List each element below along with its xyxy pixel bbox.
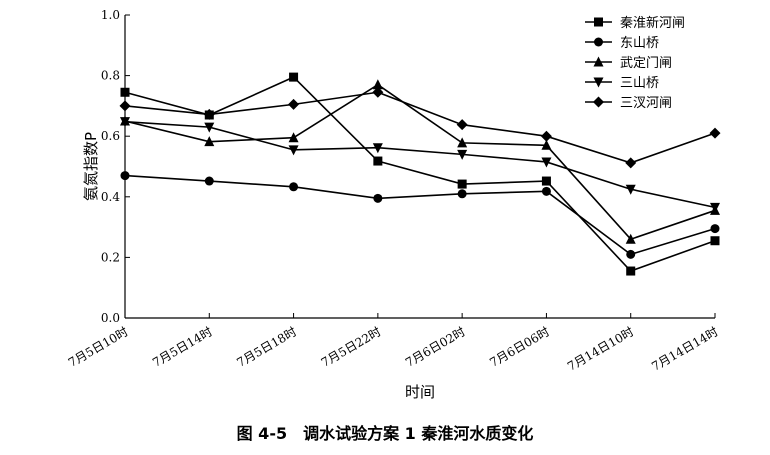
y-tick-label: 0.0 (101, 311, 120, 325)
y-axis-title: 氨氮指数P (82, 132, 100, 201)
data-point (457, 149, 468, 160)
line-chart: 0.0 0.2 0.4 0.6 0.8 1.0 7月5日10时 7月5日14时 7月5日18时 7… (66, 8, 721, 401)
data-point (289, 72, 299, 82)
legend-label: 武定门闸 (620, 56, 672, 71)
data-point (204, 176, 214, 186)
series-5 (119, 86, 721, 169)
legend-label: 三山桥 (620, 76, 659, 91)
data-point (540, 130, 552, 142)
data-point (457, 179, 467, 189)
y-tick-label: 0.4 (101, 190, 120, 204)
data-point (373, 156, 383, 166)
data-point (625, 233, 636, 244)
data-point (457, 189, 467, 199)
data-point (457, 137, 468, 148)
series-line (124, 76, 716, 272)
data-point (204, 136, 215, 147)
legend-marker (593, 77, 604, 88)
data-point (372, 86, 384, 98)
data-point (541, 186, 551, 196)
figure-caption: 图 4-5 调水试验方案 1 秦淮河水质变化 (236, 424, 534, 443)
data-point (120, 87, 130, 97)
data-point (541, 157, 552, 168)
y-tick-label: 0.6 (101, 129, 120, 143)
data-point (289, 182, 299, 192)
x-axis-title: 时间 (405, 383, 435, 401)
series-line (124, 174, 716, 256)
data-point (541, 176, 551, 186)
x-tick-label: 7月6日02时 (403, 324, 468, 369)
series-line (124, 83, 716, 241)
data-point (626, 249, 636, 259)
x-tick-label: 7月6日06时 (487, 324, 552, 369)
legend-entry: 三汊河闸 (585, 96, 672, 111)
data-point (541, 139, 552, 150)
data-point (456, 119, 468, 131)
x-tick-label: 7月5日22时 (319, 324, 384, 369)
data-point (288, 145, 299, 156)
legend-marker (594, 37, 603, 47)
legend-marker (593, 56, 604, 67)
data-point (120, 171, 130, 181)
data-point (625, 157, 637, 169)
x-tick-label: 7月14日14时 (649, 324, 720, 373)
data-point (203, 108, 215, 120)
data-point (372, 143, 383, 154)
x-tick-label: 7月14日10时 (565, 324, 636, 373)
legend-entry: 东山桥 (585, 36, 659, 51)
data-point (204, 122, 215, 133)
x-tick-label: 7月5日18时 (234, 324, 299, 369)
data-point (119, 100, 131, 112)
data-point (709, 127, 721, 139)
data-point (626, 266, 636, 276)
legend-label: 东山桥 (620, 36, 659, 51)
legend-label: 秦淮新河闸 (620, 15, 685, 31)
legend-entry: 秦淮新河闸 (585, 15, 685, 31)
data-point (625, 184, 636, 195)
legend-entry: 武定门闸 (585, 56, 672, 71)
series-2 (120, 171, 720, 259)
legend-marker (593, 96, 604, 108)
data-point (288, 98, 300, 110)
series-line (124, 91, 716, 164)
legend-label: 三汊河闸 (620, 96, 672, 111)
data-point (372, 79, 383, 90)
legend-marker (594, 17, 603, 27)
series-layer (119, 72, 721, 276)
series-line (124, 120, 716, 209)
data-point (710, 236, 720, 246)
series-4 (120, 117, 720, 213)
x-tick-label: 7月5日14时 (150, 324, 215, 369)
data-point (373, 193, 383, 203)
data-point (710, 202, 720, 213)
x-tick-label: 7月5日10时 (66, 324, 131, 369)
data-point (288, 132, 299, 143)
data-point (120, 117, 130, 128)
y-tick-label: 0.8 (101, 69, 120, 83)
data-point (710, 224, 720, 234)
y-tick-label: 0.2 (101, 250, 120, 264)
y-tick-label: 1.0 (101, 8, 120, 22)
legend-entry: 三山桥 (585, 76, 659, 91)
